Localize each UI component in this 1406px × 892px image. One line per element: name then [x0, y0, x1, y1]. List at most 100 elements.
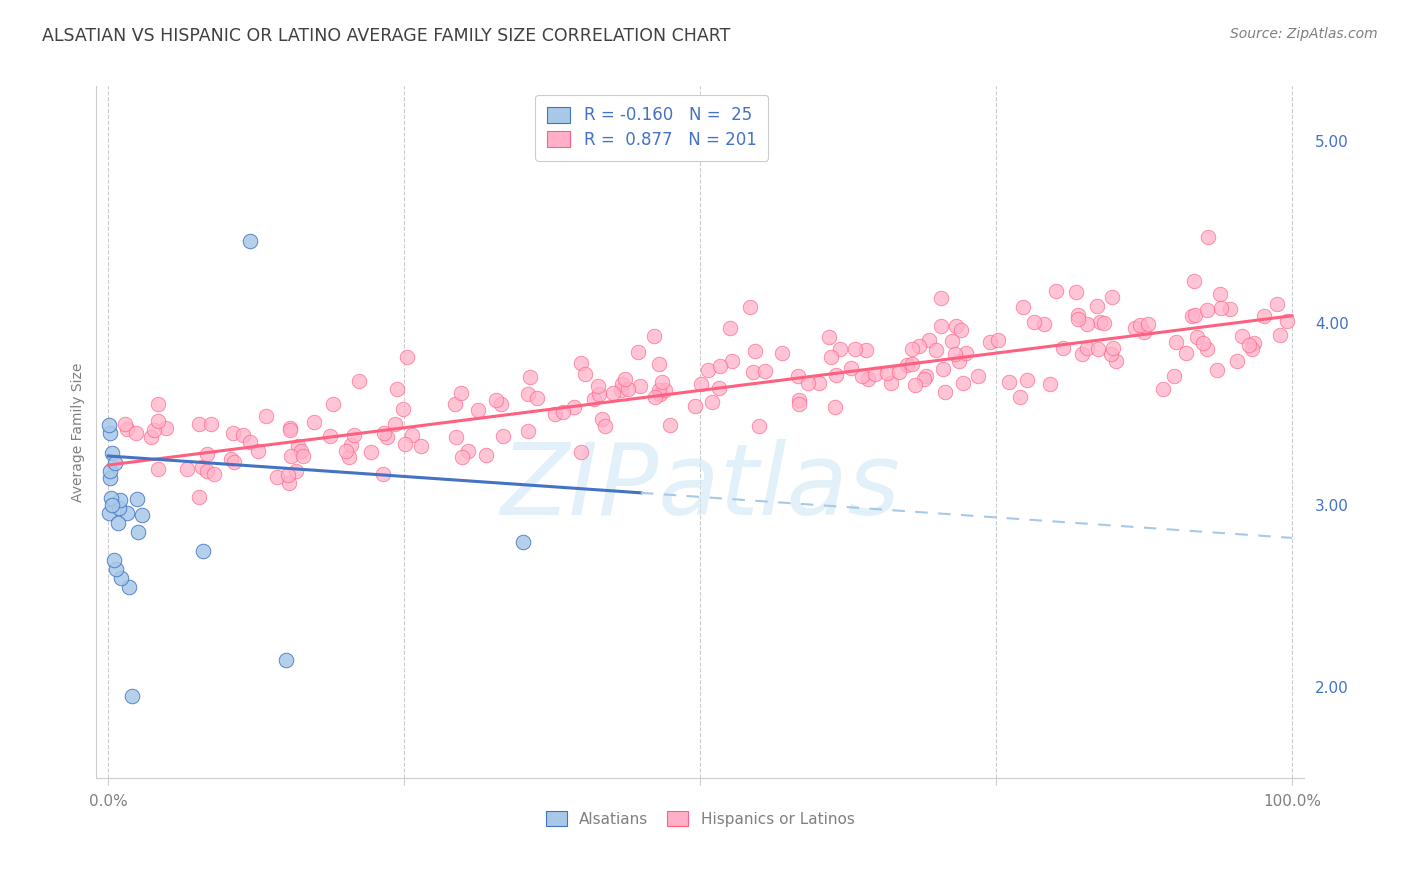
Point: [146, 462, 169, 476]
Point: [98, 425, 121, 440]
Point: [569, 356, 592, 370]
Point: [1008, 390, 1031, 404]
Point: [1128, 318, 1150, 333]
Point: [284, 464, 307, 478]
Point: [1219, 301, 1241, 316]
Point: [948, 353, 970, 368]
Point: [222, 425, 245, 440]
Point: [720, 354, 742, 368]
Point: [955, 345, 977, 359]
Point: [650, 387, 672, 401]
Text: Source: ZipAtlas.com: Source: ZipAtlas.com: [1230, 27, 1378, 41]
Point: [266, 469, 288, 483]
Y-axis label: Average Family Size: Average Family Size: [72, 363, 86, 502]
Point: [188, 417, 211, 431]
Point: [825, 368, 848, 383]
Point: [915, 369, 938, 384]
Point: [274, 653, 297, 667]
Point: [125, 426, 148, 441]
Point: [103, 553, 125, 567]
Point: [98, 464, 121, 478]
Point: [828, 342, 851, 356]
Point: [787, 397, 810, 411]
Point: [394, 437, 416, 451]
Point: [115, 506, 138, 520]
Point: [512, 534, 534, 549]
Point: [278, 476, 301, 491]
Point: [628, 378, 651, 392]
Point: [654, 383, 676, 397]
Point: [659, 417, 682, 432]
Point: [219, 452, 242, 467]
Point: [1237, 338, 1260, 352]
Point: [197, 447, 219, 461]
Point: [574, 368, 596, 382]
Point: [291, 450, 314, 464]
Point: [1087, 342, 1109, 356]
Point: [896, 358, 918, 372]
Point: [929, 291, 952, 305]
Point: [131, 508, 153, 522]
Point: [1085, 299, 1108, 313]
Point: [1265, 297, 1288, 311]
Point: [1064, 285, 1087, 299]
Point: [709, 359, 731, 373]
Point: [1275, 314, 1298, 328]
Point: [741, 366, 763, 380]
Point: [1181, 309, 1204, 323]
Point: [127, 525, 149, 540]
Point: [855, 343, 877, 357]
Point: [1185, 330, 1208, 344]
Point: [1206, 363, 1229, 377]
Point: [1070, 346, 1092, 360]
Point: [880, 376, 903, 391]
Point: [943, 347, 966, 361]
Point: [108, 500, 131, 515]
Point: [385, 382, 408, 396]
Point: [322, 396, 344, 410]
Point: [689, 377, 711, 392]
Point: [401, 428, 423, 442]
Point: [474, 448, 496, 462]
Point: [914, 372, 936, 386]
Point: [278, 423, 301, 437]
Point: [925, 343, 948, 357]
Point: [526, 391, 548, 405]
Point: [104, 456, 127, 470]
Point: [1039, 377, 1062, 392]
Point: [744, 344, 766, 359]
Point: [519, 370, 541, 384]
Point: [1192, 335, 1215, 350]
Point: [1102, 342, 1125, 356]
Point: [987, 333, 1010, 347]
Point: [491, 429, 513, 443]
Point: [876, 366, 898, 380]
Point: [754, 364, 776, 378]
Point: [1174, 346, 1197, 360]
Point: [114, 417, 136, 432]
Point: [1123, 321, 1146, 335]
Point: [945, 318, 967, 333]
Point: [1232, 329, 1254, 343]
Point: [797, 376, 820, 390]
Point: [485, 392, 508, 407]
Point: [1209, 301, 1232, 315]
Point: [1152, 383, 1174, 397]
Point: [856, 371, 879, 385]
Point: [121, 690, 143, 704]
Point: [979, 334, 1001, 349]
Point: [176, 462, 198, 476]
Point: [347, 374, 370, 388]
Point: [1032, 317, 1054, 331]
Point: [1225, 354, 1247, 368]
Point: [697, 362, 720, 376]
Point: [200, 417, 222, 431]
Point: [1076, 341, 1098, 355]
Point: [188, 491, 211, 505]
Point: [239, 234, 262, 248]
Point: [1052, 341, 1074, 355]
Point: [191, 459, 214, 474]
Point: [375, 430, 398, 444]
Point: [287, 439, 309, 453]
Point: [100, 491, 122, 505]
